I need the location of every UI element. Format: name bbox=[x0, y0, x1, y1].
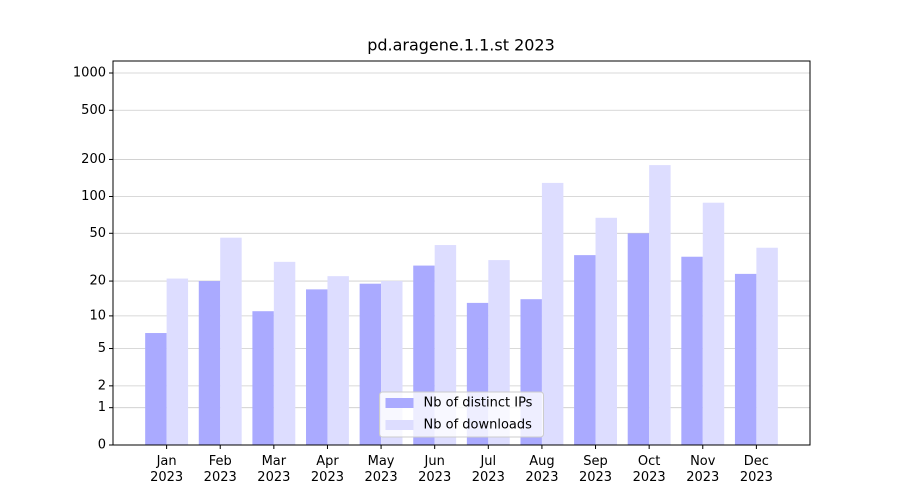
bar bbox=[756, 247, 778, 445]
legend-swatch bbox=[385, 398, 414, 408]
bar bbox=[327, 276, 349, 445]
x-tick-label-line: Apr bbox=[316, 454, 339, 469]
bar bbox=[252, 311, 274, 445]
x-tick-label-line: Aug bbox=[529, 454, 554, 469]
x-tick-label: Jun 2023 bbox=[418, 454, 451, 485]
x-tick-label: Sep 2023 bbox=[579, 454, 612, 485]
bar bbox=[166, 278, 189, 445]
x-tick-label-line: Jan bbox=[156, 454, 177, 469]
x-tick-label-line: 2023 bbox=[633, 470, 666, 485]
bar bbox=[198, 281, 221, 445]
x-tick-label-line: 2023 bbox=[150, 470, 183, 485]
y-tick-label: 0 bbox=[98, 438, 106, 453]
bar bbox=[541, 182, 564, 445]
legend-label: Nb of downloads bbox=[424, 418, 533, 433]
x-tick-label: Mar 2023 bbox=[257, 454, 290, 485]
bar bbox=[734, 273, 757, 445]
x-tick-label-line: 2023 bbox=[311, 470, 344, 485]
x-tick-label-line: 2023 bbox=[686, 470, 719, 485]
x-tick-label-line: Dec bbox=[744, 454, 769, 469]
x-tick-label-line: Jul bbox=[479, 454, 496, 469]
x-tick-label-line: Jun bbox=[424, 454, 445, 469]
x-tick-label-line: 2023 bbox=[204, 470, 237, 485]
x-tick-label: Apr 2023 bbox=[311, 454, 344, 485]
x-tick-label-line: 2023 bbox=[472, 470, 505, 485]
y-tick-label: 2 bbox=[98, 378, 106, 393]
bar bbox=[306, 289, 328, 445]
bar bbox=[681, 256, 703, 445]
x-tick-label: Oct 2023 bbox=[633, 454, 666, 485]
bar bbox=[359, 283, 382, 445]
bar bbox=[145, 333, 167, 445]
x-tick-label-line: 2023 bbox=[257, 470, 290, 485]
chart-title: pd.aragene.1.1.st 2023 bbox=[367, 36, 555, 55]
bar bbox=[649, 165, 671, 445]
bar bbox=[273, 261, 296, 445]
x-tick-label-line: 2023 bbox=[740, 470, 773, 485]
bar bbox=[595, 217, 617, 445]
x-tick-label-line: 2023 bbox=[418, 470, 451, 485]
x-tick-label: Feb 2023 bbox=[204, 454, 237, 485]
bar bbox=[574, 255, 596, 445]
x-tick-label-line: Oct bbox=[638, 454, 660, 469]
axes-frame bbox=[112, 60, 811, 446]
legend-box bbox=[379, 391, 544, 438]
x-tick-label-line: 2023 bbox=[525, 470, 558, 485]
y-tick-label: 1000 bbox=[73, 66, 106, 81]
y-tick-label: 1 bbox=[98, 400, 106, 415]
x-tick-label-line: May bbox=[368, 454, 395, 469]
x-tick-label: Jul 2023 bbox=[472, 454, 505, 485]
bar bbox=[627, 233, 650, 445]
x-tick-label: Jan 2023 bbox=[150, 454, 183, 485]
y-tick-label: 10 bbox=[89, 308, 106, 323]
y-tick-label: 50 bbox=[89, 226, 106, 241]
y-tick-label: 20 bbox=[89, 274, 106, 289]
legend-swatch bbox=[385, 420, 414, 430]
legend-label: Nb of distinct IPs bbox=[424, 396, 533, 411]
x-tick-label: Nov 2023 bbox=[686, 454, 719, 485]
bar bbox=[702, 202, 725, 445]
legend: Nb of distinct IPs Nb of downloads bbox=[379, 391, 544, 438]
x-tick-label-line: 2023 bbox=[579, 470, 612, 485]
y-tick-label: 100 bbox=[81, 189, 106, 204]
x-tick-label-line: Sep bbox=[583, 454, 608, 469]
x-tick-label-line: 2023 bbox=[365, 470, 398, 485]
x-tick-label: May 2023 bbox=[365, 454, 398, 485]
y-tick-label: 500 bbox=[81, 103, 106, 118]
y-tick-label: 5 bbox=[98, 341, 106, 356]
x-tick-label-line: Nov bbox=[690, 454, 716, 469]
x-tick-label: Aug 2023 bbox=[525, 454, 558, 485]
x-tick-label-line: Feb bbox=[209, 454, 232, 469]
x-tick-label: Dec 2023 bbox=[740, 454, 773, 485]
x-tick-label-line: Mar bbox=[262, 454, 287, 469]
bar bbox=[220, 237, 242, 445]
y-tick-label: 200 bbox=[81, 152, 106, 167]
